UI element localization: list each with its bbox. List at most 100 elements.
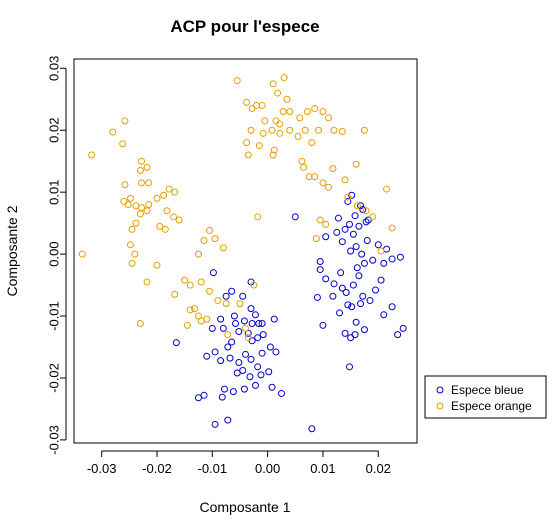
- point-espece-orange: [330, 126, 338, 134]
- point-espece-bleue: [377, 276, 385, 284]
- point-espece-orange: [109, 128, 117, 136]
- point-espece-bleue: [240, 317, 248, 325]
- point-espece-orange: [247, 126, 255, 134]
- point-espece-orange: [353, 202, 361, 210]
- point-espece-bleue: [240, 385, 248, 393]
- point-espece-orange: [128, 259, 136, 267]
- point-espece-orange: [78, 250, 86, 258]
- point-espece-orange: [268, 126, 276, 134]
- point-espece-bleue: [355, 272, 363, 280]
- point-espece-orange: [258, 101, 266, 109]
- point-espece-bleue: [218, 393, 226, 401]
- point-espece-orange: [203, 315, 211, 323]
- y-tick-label-0-01: -0.01: [46, 301, 61, 331]
- point-espece-orange: [181, 276, 189, 284]
- point-espece-orange: [272, 117, 280, 125]
- point-espece-bleue: [352, 243, 360, 251]
- point-espece-orange: [274, 89, 282, 97]
- point-espece-bleue: [355, 222, 363, 230]
- point-espece-bleue: [341, 225, 349, 233]
- point-espece-orange: [136, 319, 144, 327]
- point-espece-bleue: [399, 324, 407, 332]
- y-tick-label-0-03: 0.03: [46, 56, 61, 81]
- point-espece-bleue: [394, 331, 402, 339]
- point-espece-bleue: [351, 331, 359, 339]
- point-espece-bleue: [272, 348, 280, 356]
- point-espece-bleue: [363, 236, 371, 244]
- point-espece-orange: [131, 250, 139, 258]
- point-espece-orange: [388, 224, 396, 232]
- point-espece-bleue: [334, 214, 342, 222]
- point-espece-orange: [298, 157, 306, 165]
- point-espece-bleue: [235, 358, 243, 366]
- point-espece-orange: [143, 278, 151, 286]
- point-espece-orange: [121, 181, 129, 189]
- point-espece-orange: [143, 163, 151, 171]
- point-espece-bleue: [313, 293, 321, 301]
- point-espece-bleue: [380, 311, 388, 319]
- point-espece-orange: [312, 235, 320, 243]
- x-axis: -0.03 -0.02 -0.01 0.00 0.01 0.02: [87, 450, 391, 476]
- point-espece-bleue: [226, 354, 234, 362]
- point-espece-bleue: [247, 305, 255, 313]
- point-espece-orange: [254, 213, 262, 221]
- point-espece-bleue: [337, 269, 345, 277]
- point-espece-bleue: [219, 324, 227, 332]
- point-espece-orange: [132, 219, 140, 227]
- point-espece-orange: [121, 117, 129, 125]
- point-espece-bleue: [248, 319, 256, 327]
- x-tick-label-0-02: 0.02: [366, 461, 391, 476]
- point-espece-bleue: [333, 228, 341, 236]
- point-espece-orange: [324, 114, 332, 122]
- point-espece-orange: [186, 306, 194, 314]
- point-espece-orange: [319, 108, 327, 116]
- point-espece-orange: [233, 77, 241, 85]
- point-espece-orange: [270, 146, 278, 154]
- point-espece-orange: [137, 179, 145, 187]
- point-espece-orange: [261, 117, 269, 125]
- y-tick-label-0-02: 0.02: [46, 118, 61, 143]
- point-espece-orange: [145, 179, 153, 187]
- point-espece-orange: [183, 321, 191, 329]
- point-espece-orange: [137, 157, 145, 165]
- point-espece-bleue: [360, 259, 368, 267]
- point-espece-bleue: [353, 264, 361, 272]
- point-espece-orange: [136, 166, 144, 174]
- legend-marker-espece-bleue: [436, 386, 444, 394]
- point-espece-bleue: [172, 339, 180, 347]
- point-espece-bleue: [259, 331, 267, 339]
- point-espece-orange: [160, 191, 168, 199]
- legend: Espece bleue Espece orange: [424, 375, 547, 419]
- point-espece-orange: [286, 108, 294, 116]
- point-espece-bleue: [222, 292, 230, 300]
- point-espece-bleue: [348, 303, 356, 311]
- point-espece-orange: [214, 297, 222, 305]
- point-espece-orange: [171, 188, 179, 196]
- point-espece-bleue: [229, 388, 237, 396]
- point-espece-bleue: [228, 287, 236, 295]
- point-espece-bleue: [239, 367, 247, 375]
- point-espece-orange: [377, 247, 385, 255]
- y-tick-label-0-03: -0.03: [46, 425, 61, 455]
- legend-marker-espece-orange: [436, 402, 444, 410]
- point-espece-orange: [338, 127, 346, 135]
- point-espece-orange: [200, 236, 208, 244]
- point-espece-orange: [324, 183, 332, 191]
- point-espece-bleue: [341, 329, 349, 337]
- point-espece-orange: [369, 213, 377, 221]
- point-espece-bleue: [380, 259, 388, 267]
- point-espece-orange: [175, 216, 183, 224]
- y-tick-label-0-00: 0.00: [46, 241, 61, 266]
- chart-title: ACP pour l'espece: [170, 17, 319, 36]
- point-espece-bleue: [358, 250, 366, 258]
- point-espece-orange: [259, 129, 267, 137]
- point-espece-orange: [222, 300, 230, 308]
- point-espece-bleue: [277, 389, 285, 397]
- point-espece-bleue: [228, 338, 236, 346]
- point-espece-orange: [315, 126, 323, 134]
- point-espece-orange: [156, 222, 164, 230]
- point-espece-bleue: [349, 230, 357, 238]
- point-espece-bleue: [346, 363, 354, 371]
- point-espece-bleue: [388, 303, 396, 311]
- point-espece-bleue: [336, 309, 344, 317]
